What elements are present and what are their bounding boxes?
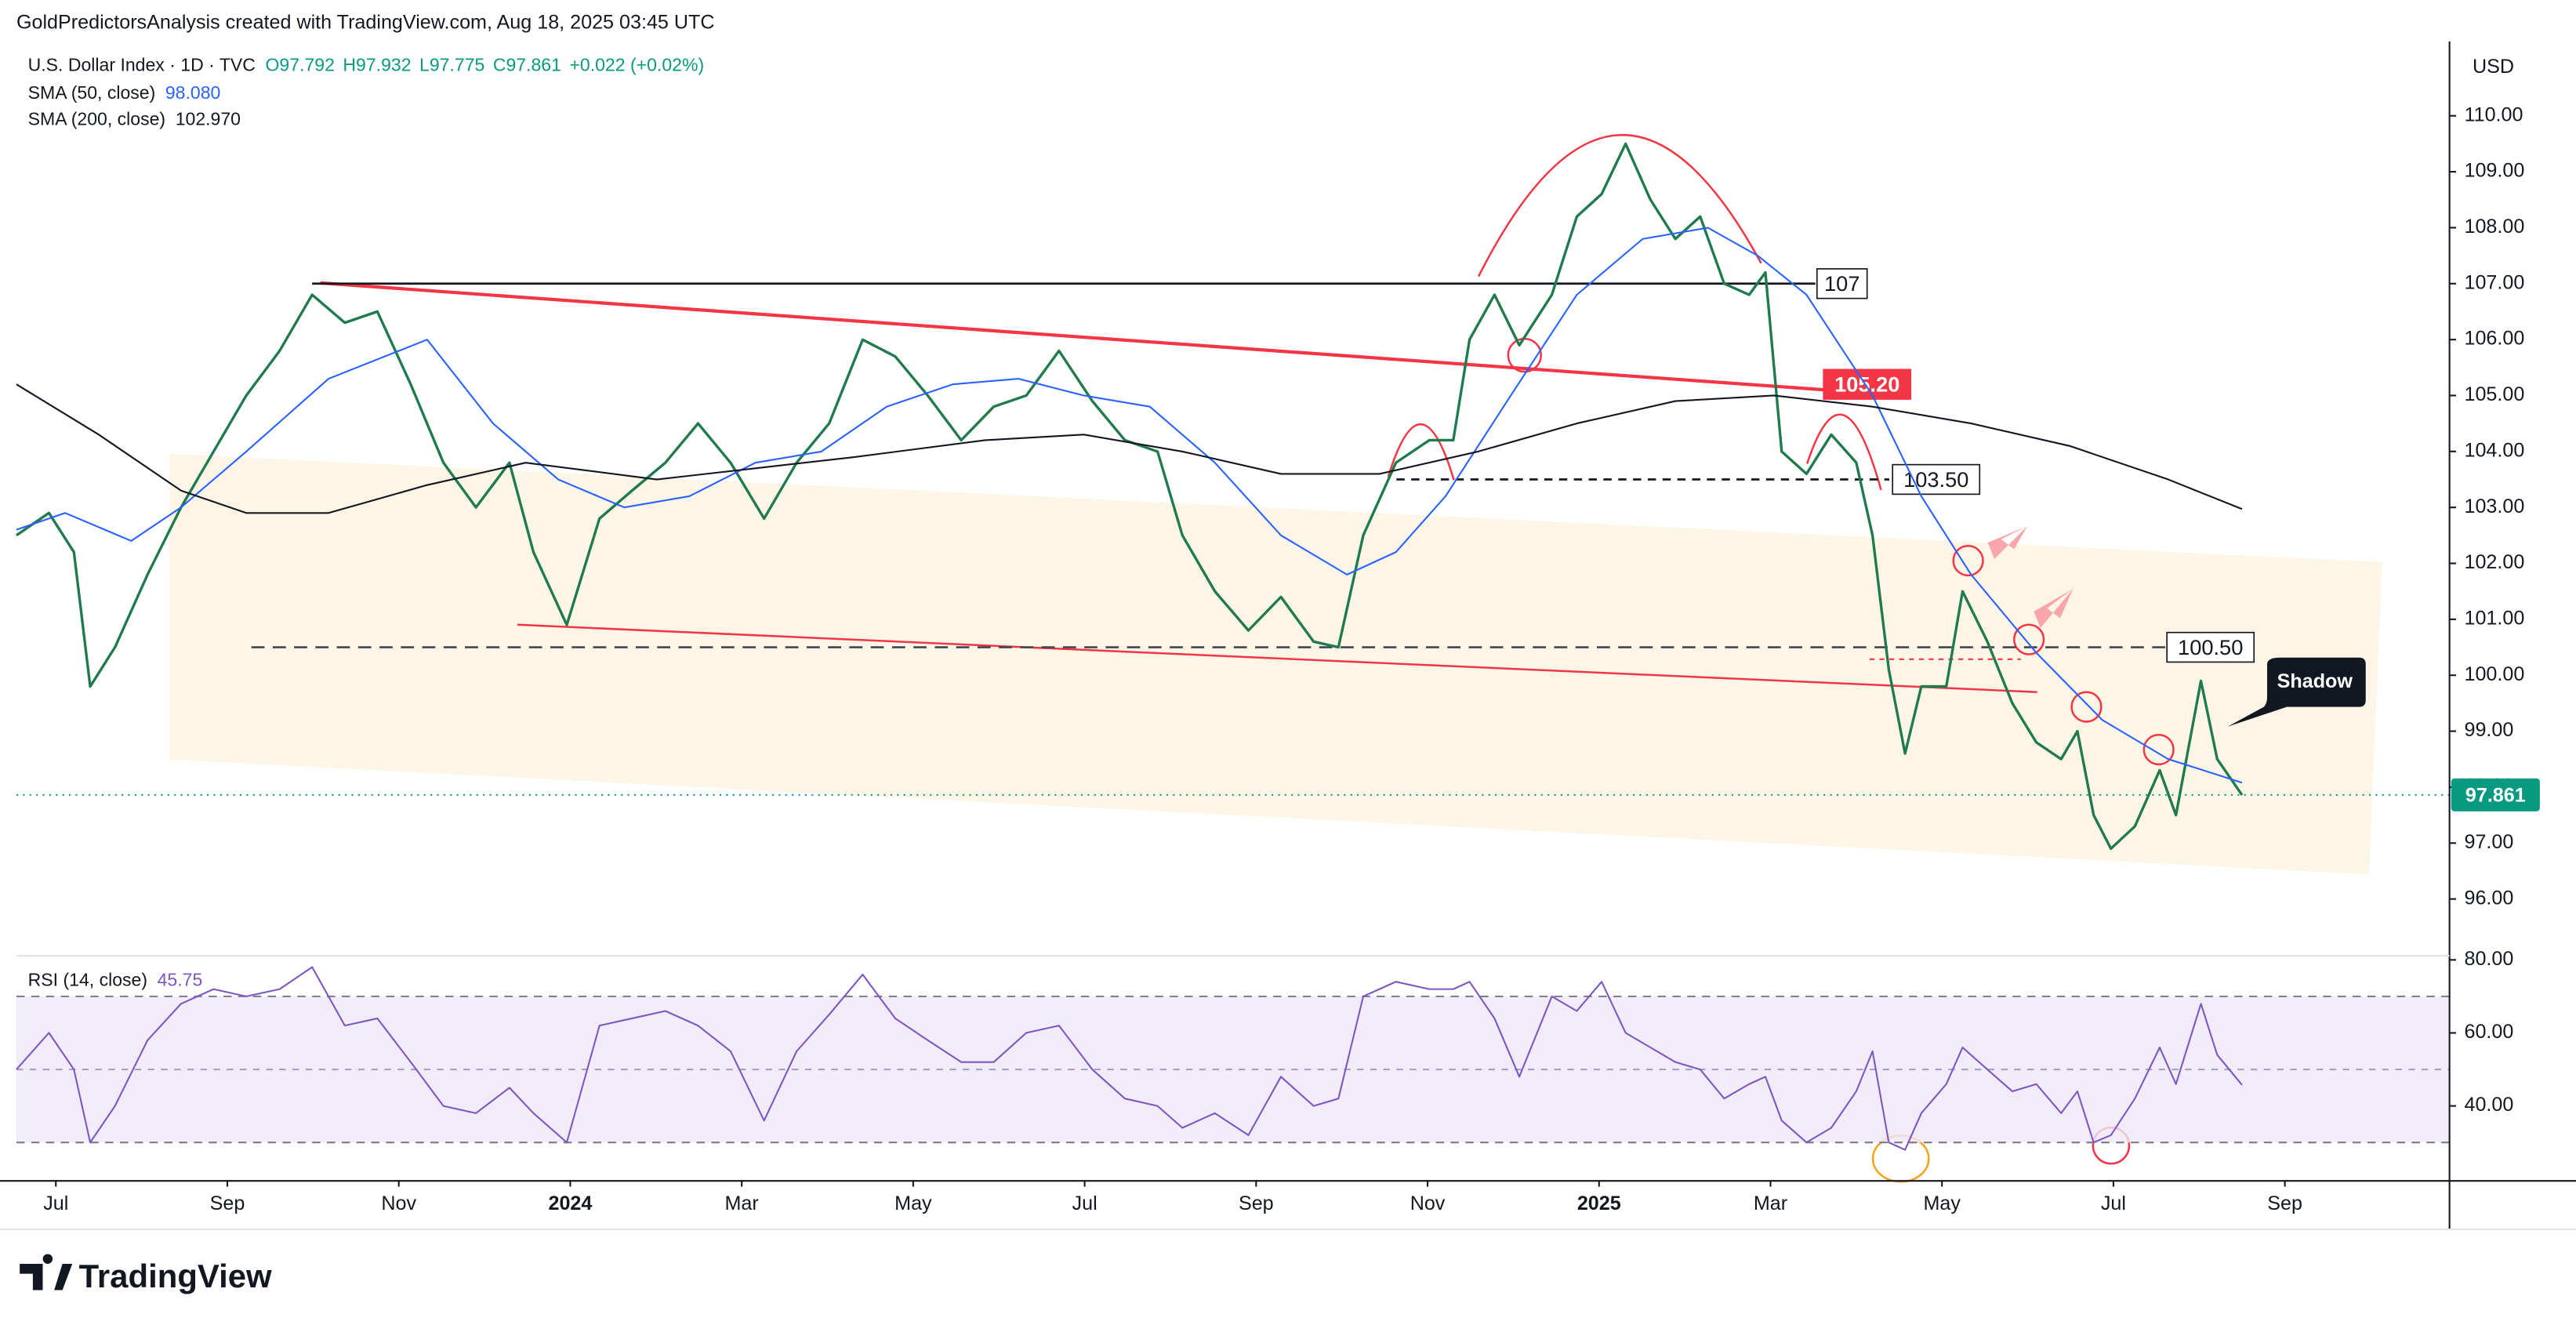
level-box xyxy=(2166,631,2255,663)
arc xyxy=(1806,413,1882,491)
legend-value: 102.970 xyxy=(176,109,241,129)
level-label: 100.50 xyxy=(2178,635,2243,659)
indicator-line xyxy=(16,966,2243,1151)
circle xyxy=(2013,623,2045,655)
price-line xyxy=(16,142,2244,851)
legend-name: SMA (50, close) xyxy=(28,82,156,103)
x-tick-label: Nov xyxy=(1410,1192,1446,1214)
y-tick-label: 106.00 xyxy=(2464,328,2524,350)
arrow xyxy=(2034,588,2073,628)
callout-text: Shadow xyxy=(2277,670,2353,692)
legend-sma200: SMA (200, close) 102.970 xyxy=(28,109,241,129)
legend-name: RSI (14, close) xyxy=(28,970,147,990)
y-tick-label: 107.00 xyxy=(2464,271,2524,293)
y-tick-label: 40.00 xyxy=(2464,1094,2513,1116)
legend-value: 98.080 xyxy=(165,82,221,103)
x-tick-label: Sep xyxy=(1239,1192,1274,1214)
x-tick-label: 2025 xyxy=(1577,1192,1621,1214)
circle xyxy=(2142,733,2175,766)
y-tick-label: 60.00 xyxy=(2464,1021,2513,1043)
level-box xyxy=(1823,368,1912,400)
x-tick-label: Sep xyxy=(210,1192,245,1214)
last-price-box xyxy=(2451,778,2540,811)
legend-value: L97.775 xyxy=(419,54,484,74)
legend-sma50: SMA (50, close) 98.080 xyxy=(28,82,221,103)
level-label: 107 xyxy=(1824,271,1859,296)
logo-text: TradingView xyxy=(79,1258,272,1294)
plot: 96.0097.0098.0099.00100.00101.00102.0010… xyxy=(16,103,2540,1214)
y-tick-label: 101.00 xyxy=(2464,608,2524,630)
x-tick-label: Mar xyxy=(725,1192,759,1214)
x-tick-label: Nov xyxy=(381,1192,416,1214)
y-tick-label: 100.00 xyxy=(2464,663,2524,685)
callout xyxy=(2227,657,2366,727)
logo: TradingView xyxy=(20,1254,272,1294)
y-tick-label: 110.00 xyxy=(2464,103,2523,125)
legend-name: SMA (200, close) xyxy=(28,109,166,129)
y-tick-label: 80.00 xyxy=(2464,948,2513,970)
y-tick-label: 99.00 xyxy=(2464,719,2513,741)
x-tick-label: May xyxy=(1923,1192,1961,1214)
indicator-line xyxy=(16,383,2243,514)
y-tick-label: 97.00 xyxy=(2464,831,2513,853)
y-tick-label: 104.00 xyxy=(2464,439,2524,461)
trendline xyxy=(320,281,1824,392)
x-tick-label: Sep xyxy=(2267,1192,2302,1214)
x-tick-label: May xyxy=(894,1192,932,1214)
legend-value: +0.022 (+0.02%) xyxy=(569,54,704,74)
circles xyxy=(1507,337,2175,1165)
channel xyxy=(169,453,2382,875)
level-label: 103.50 xyxy=(1903,467,1968,492)
currency: USD xyxy=(2473,56,2514,78)
legend-main: U.S. Dollar Index · 1D · TVC O97.792 H97.9… xyxy=(28,54,705,74)
level-box xyxy=(1816,268,1868,299)
trendline xyxy=(517,623,2037,693)
arrow xyxy=(1987,526,2028,559)
legend-value: 45.75 xyxy=(158,970,203,990)
level-box xyxy=(1892,463,1981,496)
y-tick-label: 102.00 xyxy=(2464,551,2524,573)
y-tick-label: 109.00 xyxy=(2464,160,2524,182)
y-tick-label: 105.00 xyxy=(2464,383,2524,405)
level-label: 105.20 xyxy=(1834,372,1899,397)
x-tick-label: Jul xyxy=(2101,1192,2126,1214)
legend-value: H97.932 xyxy=(343,54,411,74)
y-tick-label: 103.00 xyxy=(2464,496,2524,517)
x-tick-label: Jul xyxy=(1072,1192,1098,1214)
y-tick-label: 96.00 xyxy=(2464,887,2513,909)
legend-name: U.S. Dollar Index · 1D · TVC xyxy=(28,54,256,74)
x-tick-label: Mar xyxy=(1754,1192,1787,1214)
legend-value: C97.861 xyxy=(493,54,561,74)
arc xyxy=(1387,423,1455,481)
indicator-line xyxy=(16,227,2243,784)
circle xyxy=(1952,544,1984,577)
legend-rsi: RSI (14, close) 45.75 xyxy=(28,970,203,990)
y-tick-label: 108.00 xyxy=(2464,216,2524,238)
circle xyxy=(2070,691,2103,723)
credit: GoldPredictorsAnalysis created with Trad… xyxy=(16,11,715,33)
legend-value: O97.792 xyxy=(266,54,335,74)
logo-mark xyxy=(20,1254,73,1291)
arc xyxy=(1477,134,1762,278)
last-price-label: 97.861 xyxy=(2465,785,2526,807)
x-tick-label: Jul xyxy=(43,1192,68,1214)
x-tick-label: 2024 xyxy=(548,1192,592,1214)
